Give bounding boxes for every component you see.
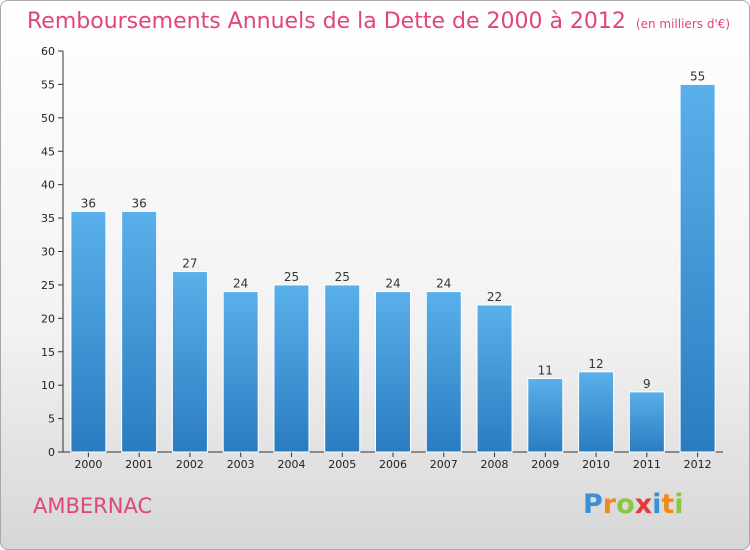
- logo-letter: i: [674, 489, 684, 520]
- y-tick-label: 35: [41, 212, 55, 225]
- y-tick-label: 55: [41, 78, 55, 91]
- x-tick-label: 2012: [684, 458, 712, 471]
- x-tick-label: 2009: [531, 458, 559, 471]
- bar-value-label: 24: [436, 277, 451, 291]
- logo-letter: i: [652, 489, 662, 520]
- y-tick-label: 10: [41, 379, 55, 392]
- proxiti-logo[interactable]: Proxiti: [583, 489, 684, 520]
- bar-value-label: 22: [487, 290, 502, 304]
- y-tick-label: 30: [41, 246, 55, 259]
- x-tick-label: 2010: [582, 458, 610, 471]
- bar: [527, 377, 564, 453]
- bar-value-label: 24: [233, 277, 248, 291]
- bar-value-label: 25: [284, 270, 299, 284]
- bar: [273, 284, 310, 453]
- y-tick-label: 25: [41, 279, 55, 292]
- logo-letter: o: [616, 489, 635, 520]
- bar-value-label: 36: [132, 196, 147, 210]
- bar-value-label: 25: [335, 270, 350, 284]
- unit-text: (en milliers d'€): [635, 17, 731, 31]
- title-text: Remboursements Annuels de la Dette de 20…: [27, 9, 626, 34]
- x-tick-label: 2004: [277, 458, 305, 471]
- chart-title: Remboursements Annuels de la Dette de 20…: [27, 9, 730, 34]
- bar: [324, 284, 361, 453]
- x-tick-label: 2003: [227, 458, 255, 471]
- bar: [476, 304, 513, 453]
- bar: [375, 291, 411, 453]
- bar-value-label: 27: [182, 257, 197, 271]
- x-tick-label: 2000: [74, 458, 102, 471]
- x-tick-label: 2008: [481, 458, 509, 471]
- bar-value-label: 55: [690, 69, 705, 83]
- y-tick-label: 5: [48, 413, 55, 426]
- y-tick-label: 0: [48, 446, 55, 459]
- bar: [222, 291, 259, 453]
- bar: [578, 371, 615, 453]
- x-tick-label: 2001: [125, 458, 153, 471]
- y-tick-label: 50: [41, 112, 55, 125]
- y-tick-label: 45: [41, 145, 55, 158]
- x-tick-label: 2002: [176, 458, 204, 471]
- bar: [121, 210, 158, 453]
- logo-letter: x: [634, 489, 653, 520]
- x-tick-label: 2005: [328, 458, 356, 471]
- commune-name: AMBERNAC: [33, 494, 153, 518]
- x-tick-label: 2011: [633, 458, 661, 471]
- x-tick-label: 2007: [430, 458, 458, 471]
- y-tick-label: 60: [41, 45, 55, 58]
- bar: [679, 83, 716, 453]
- bar: [628, 391, 665, 453]
- y-tick-label: 15: [41, 346, 55, 359]
- logo-letter: r: [602, 489, 617, 520]
- y-tick-label: 20: [41, 312, 55, 325]
- bar-value-label: 36: [81, 196, 96, 210]
- logo-letter: t: [661, 489, 675, 520]
- bar-value-label: 24: [385, 277, 400, 291]
- logo-letter: P: [583, 489, 603, 520]
- x-tick-label: 2006: [379, 458, 407, 471]
- y-tick-label: 40: [41, 179, 55, 192]
- bar: [425, 291, 462, 453]
- bar: [171, 271, 208, 453]
- bar-value-label: 9: [643, 377, 651, 391]
- bar: [70, 210, 107, 453]
- bar-value-label: 11: [538, 363, 553, 377]
- bar-value-label: 12: [588, 357, 603, 371]
